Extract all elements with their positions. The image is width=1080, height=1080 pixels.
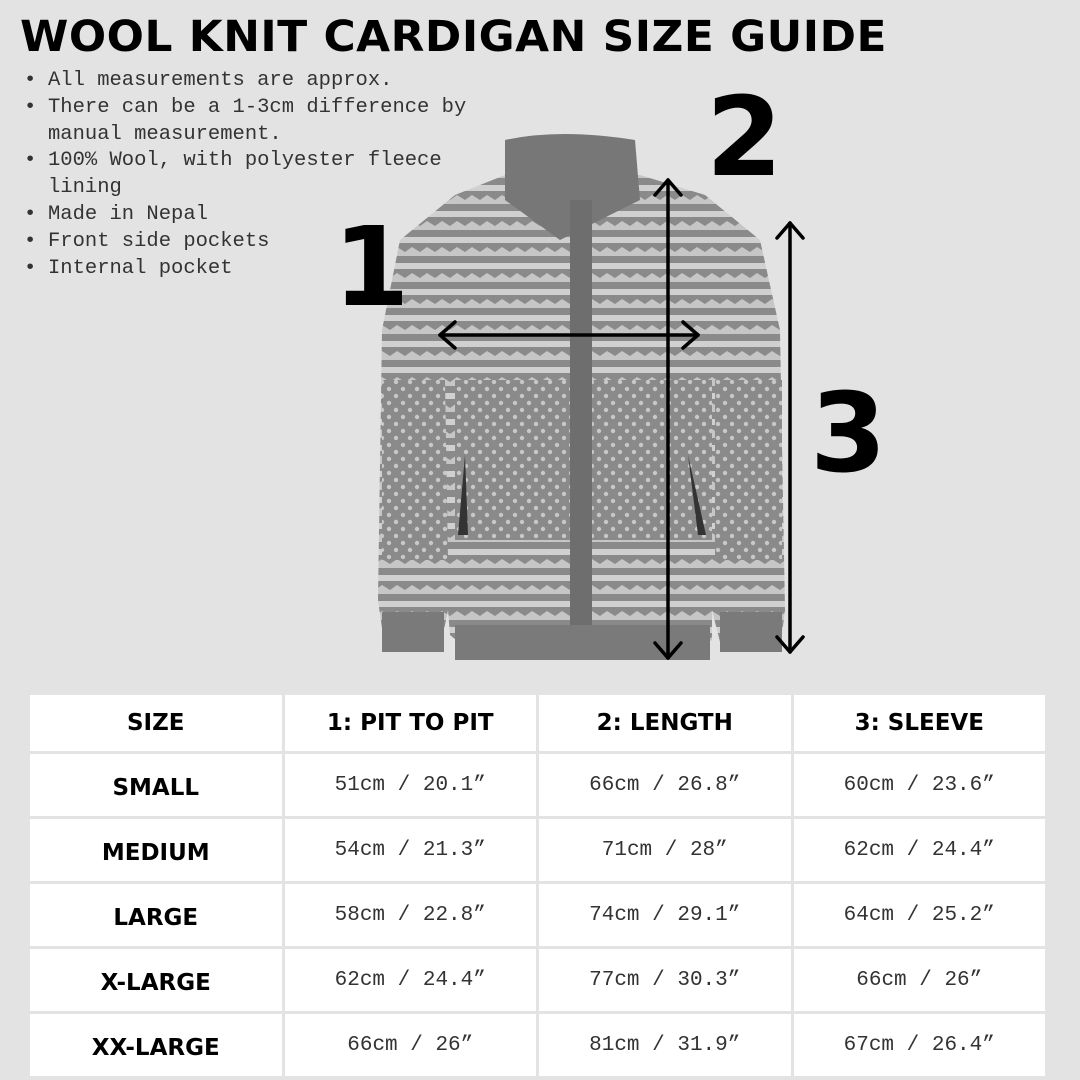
pit-to-pit-arrow <box>438 320 700 350</box>
size-label: LARGE <box>30 884 282 946</box>
note-item: Front side pockets <box>22 229 488 256</box>
table-row: X-LARGE 62cm / 24.4” 77cm / 30.3” 66cm /… <box>30 949 1045 1011</box>
table-header-row: SIZE 1: PIT TO PIT 2: LENGTH 3: SLEEVE <box>30 695 1045 751</box>
marker-length: 2 <box>706 73 783 201</box>
size-label: MEDIUM <box>30 819 282 881</box>
note-item: Made in Nepal <box>22 202 488 229</box>
cardigan-body <box>378 134 785 660</box>
note-item: There can be a 1-3cm difference by manua… <box>22 95 488 149</box>
table-row: LARGE 58cm / 22.8” 74cm / 29.1” 64cm / 2… <box>30 884 1045 946</box>
length-arrow <box>653 178 683 660</box>
header-size: SIZE <box>30 695 282 751</box>
size-label: SMALL <box>30 754 282 816</box>
sleeve-value: 64cm / 25.2” <box>793 884 1045 946</box>
sleeve-value: 60cm / 23.6” <box>793 754 1045 816</box>
size-label: X-LARGE <box>30 949 282 1011</box>
page-title: WOOL KNIT CARDIGAN SIZE GUIDE <box>20 12 887 62</box>
sleeve-value: 66cm / 26” <box>793 949 1045 1011</box>
header-length: 2: LENGTH <box>539 695 791 751</box>
size-table: SIZE 1: PIT TO PIT 2: LENGTH 3: SLEEVE S… <box>27 692 1048 1079</box>
header-pit-to-pit: 1: PIT TO PIT <box>284 695 536 751</box>
header-sleeve: 3: SLEEVE <box>793 695 1045 751</box>
sleeve-value: 67cm / 26.4” <box>793 1014 1045 1076</box>
length-value: 74cm / 29.1” <box>539 884 791 946</box>
marker-pit-to-pit: 1 <box>333 203 410 331</box>
cardigan-illustration <box>378 134 805 660</box>
size-label: XX-LARGE <box>30 1014 282 1076</box>
pit-to-pit-value: 54cm / 21.3” <box>284 819 536 881</box>
table-row: SMALL 51cm / 20.1” 66cm / 26.8” 60cm / 2… <box>30 754 1045 816</box>
note-item: 100% Wool, with polyester fleece lining <box>22 148 488 202</box>
marker-sleeve: 3 <box>810 369 887 497</box>
table-row: MEDIUM 54cm / 21.3” 71cm / 28” 62cm / 24… <box>30 819 1045 881</box>
pit-to-pit-value: 51cm / 20.1” <box>284 754 536 816</box>
length-value: 77cm / 30.3” <box>539 949 791 1011</box>
sleeve-arrow <box>775 221 805 654</box>
product-notes: All measurements are approx. There can b… <box>22 68 488 282</box>
note-item: All measurements are approx. <box>22 68 488 95</box>
note-item: Internal pocket <box>22 256 488 283</box>
sleeve-value: 62cm / 24.4” <box>793 819 1045 881</box>
pit-to-pit-value: 62cm / 24.4” <box>284 949 536 1011</box>
table-row: XX-LARGE 66cm / 26” 81cm / 31.9” 67cm / … <box>30 1014 1045 1076</box>
length-value: 66cm / 26.8” <box>539 754 791 816</box>
pit-to-pit-value: 66cm / 26” <box>284 1014 536 1076</box>
pit-to-pit-value: 58cm / 22.8” <box>284 884 536 946</box>
length-value: 71cm / 28” <box>539 819 791 881</box>
length-value: 81cm / 31.9” <box>539 1014 791 1076</box>
